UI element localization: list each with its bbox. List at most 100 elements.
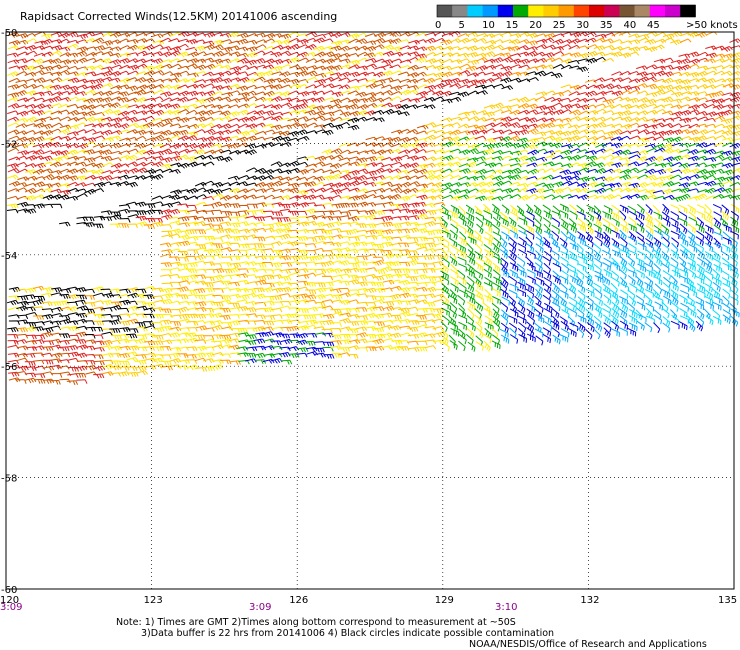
legend-border [436,4,696,18]
wind-barb [348,236,360,242]
wind-barb [153,346,165,352]
wind-barb [185,204,197,210]
wind-barb [168,135,181,140]
wind-barb [271,111,284,116]
wind-barb [653,136,665,141]
wind-barb [424,122,437,128]
wind-barb [671,65,683,71]
wind-barb [297,116,309,122]
wind-barb [169,50,181,57]
wind-barb [637,194,649,201]
wind-barb [593,243,602,254]
wind-barb [279,142,292,147]
wind-barb [542,37,555,43]
wind-barb [551,236,559,248]
wind-barb [101,90,114,97]
wind-barb [475,188,488,195]
wind-barb [126,366,138,372]
latitude-label: -54 [1,251,17,262]
wind-barb [40,33,53,40]
wind-barb [416,268,428,274]
wind-barb [17,365,29,372]
wind-barb [152,109,165,116]
wind-barb [476,90,488,96]
wind-barb [500,301,509,312]
wind-barb [194,64,207,71]
wind-barb [415,315,427,320]
wind-barb [313,221,326,228]
wind-barb [628,223,637,233]
wind-barb [415,321,427,326]
wind-barb [620,77,632,82]
wind-barb [16,33,29,39]
wind-barb [245,182,258,187]
wind-barb [24,163,37,169]
wind-barb [585,256,594,266]
wind-barb [730,289,739,301]
wind-barb [322,319,335,326]
wind-barb [526,194,539,199]
wind-barb [262,358,275,364]
wind-barb [202,210,214,216]
wind-barb [619,320,629,330]
longitude-label: 135 [718,595,737,606]
wind-barb [661,262,670,273]
wind-barb [355,175,368,181]
wind-barb [619,204,629,214]
wind-barb [220,338,233,344]
wind-barb [364,110,376,116]
wind-barb [204,63,216,70]
wind-barb [91,83,104,90]
wind-barb [24,372,37,378]
wind-barb [569,109,581,116]
wind-barb [34,373,46,379]
wind-barb [662,147,674,154]
wind-barb [178,240,191,247]
wind-barb [508,122,521,128]
wind-barb [338,280,350,286]
wind-barb [93,117,106,123]
wind-barb [670,320,680,330]
wind-barb [466,328,475,339]
wind-barb [646,307,654,319]
wind-barb [159,242,172,248]
wind-barb [330,308,342,314]
wind-barb [270,340,282,346]
wind-barb [92,326,104,332]
wind-barb [245,46,258,53]
wind-barb [331,274,344,280]
wind-barb [415,57,427,64]
wind-barb [330,248,343,254]
wind-barb [280,58,292,64]
wind-barb [645,204,653,215]
wind-barb [321,229,333,235]
wind-barb [594,257,603,268]
wind-barb [501,276,509,288]
wind-barb [6,299,19,306]
wind-barb [662,77,674,84]
wind-barb [713,45,726,51]
wind-barb [7,340,19,345]
wind-barb [25,175,38,181]
wind-barb [211,110,224,115]
wind-barb [381,163,393,169]
wind-barb [492,288,501,298]
wind-barb [687,84,700,90]
wind-barb [170,309,182,314]
wind-barb [338,84,351,90]
wind-barb [508,315,518,324]
wind-barb [323,58,335,65]
wind-barb [245,346,258,352]
wind-barb [679,71,691,77]
wind-barb [517,268,527,278]
wind-barb [118,104,131,110]
wind-barb [75,97,88,103]
wind-barb [177,276,189,282]
wind-barb [406,78,419,84]
wind-barb [526,203,534,215]
wind-barb [227,104,240,109]
wind-barb [679,38,692,43]
wind-barb [544,321,553,331]
wind-barb [424,134,437,141]
wind-barb [372,275,385,281]
